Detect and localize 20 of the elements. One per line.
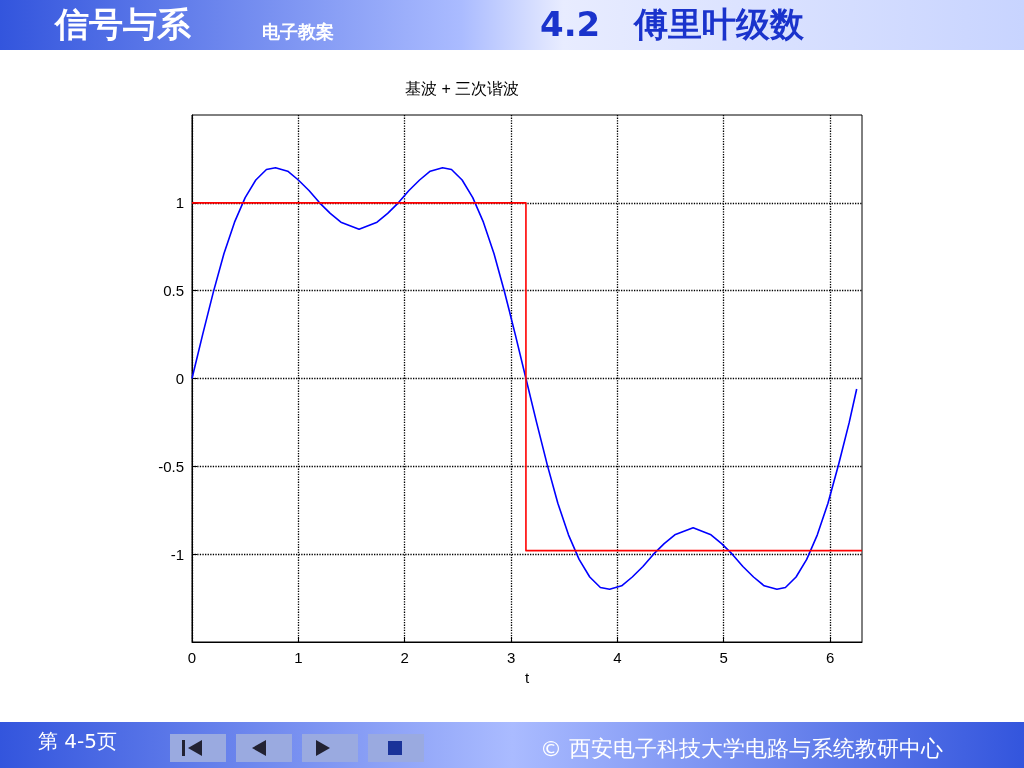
text: 4.2 傅里叶级数 — [540, 3, 805, 46]
text: 电子教案 — [262, 20, 334, 44]
x-tick-label: 2 — [400, 649, 409, 666]
y-tick-label: -0.5 — [158, 457, 184, 475]
chart-title: 基波 + 三次谐波 — [405, 79, 520, 97]
text: © 西安电子科技大学电路与系统教研中心 — [540, 735, 943, 763]
text: 第 4-5页 — [38, 728, 118, 755]
x-axis-title: t — [524, 669, 530, 686]
x-tick-label: 6 — [825, 649, 835, 666]
y-tick-label: 0 — [175, 370, 184, 387]
x-tick-label: 1 — [294, 649, 303, 666]
x-tick-label: 4 — [613, 649, 622, 666]
y-tick-label: -1 — [170, 545, 184, 563]
x-tick-label: 0 — [187, 649, 197, 666]
y-tick-label: 1 — [175, 194, 184, 212]
line-series — [191, 166, 858, 591]
y-tick-label: 0.5 — [163, 282, 184, 300]
x-tick-label: 5 — [719, 649, 728, 666]
text: 信号与系 — [55, 3, 191, 46]
x-tick-label: 3 — [506, 649, 516, 666]
